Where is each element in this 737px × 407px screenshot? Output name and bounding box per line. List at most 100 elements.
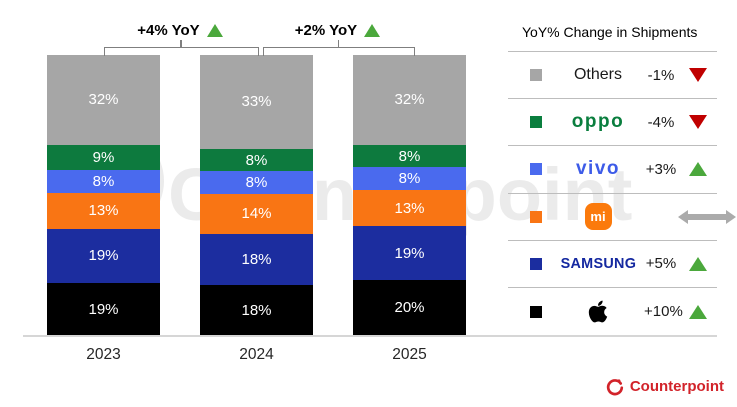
legend-trend-cell bbox=[678, 68, 717, 83]
legend-row-xiaomi: mi bbox=[508, 194, 736, 241]
segment-apple-2025: 20% bbox=[353, 279, 466, 336]
bar-2024: 33% 8% 8% 14% 18% 18% bbox=[200, 55, 313, 336]
legend-change-value: -1% bbox=[647, 66, 675, 84]
yoy-annotation-text: +2% YoY bbox=[294, 22, 358, 39]
segment-value-label: 13% bbox=[394, 199, 425, 217]
bar-2023: 32% 9% 8% 13% 19% 19% bbox=[47, 55, 160, 336]
segment-oppo-2025: 8% bbox=[353, 144, 466, 168]
segment-value-label: 32% bbox=[88, 91, 119, 109]
legend-trend-cell bbox=[678, 256, 717, 271]
legend-row-vivo: vivo +3% bbox=[508, 146, 717, 194]
segment-vivo-2023: 8% bbox=[47, 170, 160, 193]
x-axis-label-2025: 2025 bbox=[392, 346, 427, 363]
legend-swatch-samsung bbox=[530, 257, 542, 270]
flat-arrow-left-head bbox=[678, 209, 688, 224]
legend-logo-cell: Others bbox=[552, 66, 644, 84]
segment-vivo-2025: 8% bbox=[353, 167, 466, 190]
segment-others-2025: 32% bbox=[353, 55, 466, 145]
legend-swatch-oppo bbox=[530, 116, 542, 129]
segment-value-label: 8% bbox=[398, 147, 421, 165]
counterpoint-brand-text: Counterpoint bbox=[629, 378, 724, 395]
bar-2025: 32% 8% 8% 13% 19% 20% bbox=[353, 55, 466, 336]
segment-value-label: 18% bbox=[241, 301, 272, 319]
trend-up-icon bbox=[364, 24, 381, 37]
yoy-bracket-tick bbox=[337, 40, 339, 47]
segment-value-label: 32% bbox=[394, 91, 425, 109]
oppo-logo: oppo bbox=[571, 111, 625, 133]
trend-flat-icon bbox=[678, 209, 736, 224]
legend-swatch-apple bbox=[530, 305, 542, 318]
yoy-bracket-2 bbox=[262, 47, 415, 56]
segment-value-label: 33% bbox=[241, 93, 272, 111]
legend-logo-cell: SAMSUNG bbox=[552, 255, 644, 272]
flat-arrow-bar bbox=[687, 213, 727, 220]
x-axis-label-2023: 2023 bbox=[86, 346, 121, 363]
legend-change-value: +10% bbox=[644, 303, 683, 321]
yoy-annotation-text: +4% YoY bbox=[137, 22, 200, 39]
x-axis-line bbox=[23, 335, 717, 337]
legend-trend-cell bbox=[678, 115, 717, 130]
segment-value-label: 8% bbox=[245, 151, 268, 169]
segment-xiaomi-2024: 14% bbox=[200, 194, 313, 234]
yoy-bracket-tick bbox=[180, 40, 182, 47]
legend-trend-cell bbox=[678, 304, 717, 319]
legend-logo-cell: oppo bbox=[552, 111, 644, 133]
trend-up-icon bbox=[688, 304, 707, 319]
yoy-annotation-1: +4% YoY bbox=[100, 22, 260, 39]
trend-up-icon bbox=[688, 162, 707, 177]
segment-apple-2024: 18% bbox=[200, 284, 313, 336]
vivo-logo: vivo bbox=[575, 158, 621, 180]
counterpoint-logo-icon bbox=[606, 379, 623, 396]
segment-value-label: 19% bbox=[88, 300, 119, 318]
legend-rows: Others -1% oppo -4% vivo +3% mi SAMSUNG +5% +10% bbox=[508, 52, 736, 335]
legend-row-oppo: oppo -4% bbox=[508, 99, 717, 147]
segment-value-label: 20% bbox=[394, 299, 425, 317]
flat-arrow-right-head bbox=[726, 209, 736, 224]
others-logo: Others bbox=[573, 66, 622, 84]
legend-swatch-xiaomi bbox=[530, 210, 542, 223]
samsung-logo: SAMSUNG bbox=[560, 255, 636, 273]
segment-value-label: 8% bbox=[398, 170, 421, 188]
counterpoint-brand: Counterpoint bbox=[605, 377, 724, 396]
legend-logo-cell: mi bbox=[552, 203, 644, 231]
apple-logo-icon bbox=[588, 300, 608, 323]
segment-oppo-2024: 8% bbox=[200, 148, 313, 172]
segment-xiaomi-2023: 13% bbox=[47, 192, 160, 230]
legend-change-value: -4% bbox=[647, 113, 675, 131]
yoy-annotation-2: +2% YoY bbox=[258, 22, 418, 39]
legend-trend-cell bbox=[678, 162, 717, 177]
segment-value-label: 19% bbox=[394, 244, 425, 262]
segment-value-label: 14% bbox=[241, 205, 272, 223]
segment-others-2024: 33% bbox=[200, 55, 313, 149]
legend-swatch-vivo bbox=[530, 163, 542, 176]
segment-samsung-2025: 19% bbox=[353, 226, 466, 280]
segment-samsung-2023: 19% bbox=[47, 229, 160, 283]
segment-oppo-2023: 9% bbox=[47, 144, 160, 171]
legend-change-value: +3% bbox=[645, 160, 677, 178]
legend-title: YoY% Change in Shipments bbox=[508, 0, 717, 52]
legend-panel: YoY% Change in Shipments Others -1% oppo -4… bbox=[508, 0, 736, 335]
segment-value-label: 13% bbox=[88, 202, 119, 220]
legend-row-apple: +10% bbox=[508, 288, 717, 335]
segment-value-label: 8% bbox=[92, 172, 115, 190]
segment-value-label: 9% bbox=[92, 149, 115, 167]
segment-value-label: 8% bbox=[245, 174, 268, 192]
legend-logo-cell bbox=[552, 299, 644, 324]
x-axis-label-2024: 2024 bbox=[239, 346, 274, 363]
legend-row-samsung: SAMSUNG +5% bbox=[508, 241, 717, 288]
legend-change-value: +5% bbox=[645, 255, 677, 273]
segment-others-2023: 32% bbox=[47, 55, 160, 145]
trend-down-icon bbox=[688, 68, 707, 83]
segment-value-label: 18% bbox=[241, 250, 272, 268]
segment-apple-2023: 19% bbox=[47, 282, 160, 336]
xiaomi-logo: mi bbox=[584, 203, 612, 231]
stacked-bar-chart: 32% 9% 8% 13% 19% 19% 2023 33% 8% 8% 14% 18% 18% 2024… bbox=[47, 22, 466, 363]
legend-trend-cell bbox=[678, 209, 736, 224]
trend-down-icon bbox=[688, 115, 707, 130]
segment-xiaomi-2025: 13% bbox=[353, 189, 466, 227]
yoy-bracket-1 bbox=[103, 47, 259, 56]
segment-value-label: 19% bbox=[88, 247, 119, 265]
legend-logo-cell: vivo bbox=[552, 158, 644, 180]
segment-vivo-2024: 8% bbox=[200, 171, 313, 195]
